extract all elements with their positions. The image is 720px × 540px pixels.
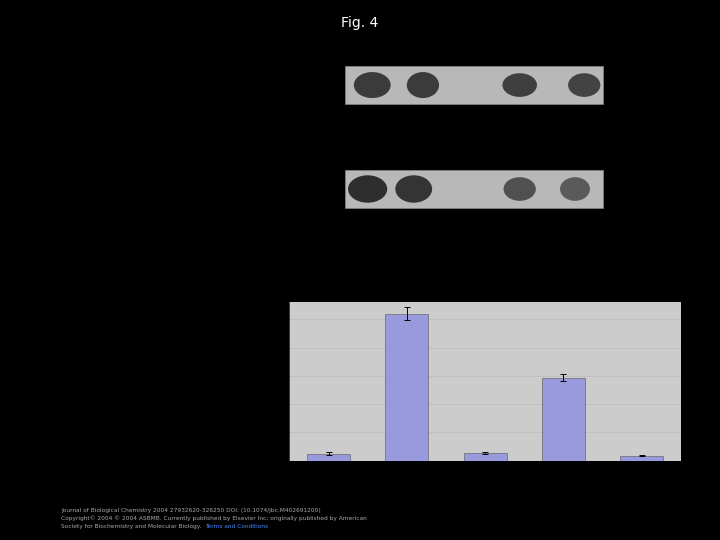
Ellipse shape [560,177,590,201]
Text: SAHA: SAHA [264,471,286,480]
Text: WB: WB [264,210,277,219]
Ellipse shape [348,176,387,202]
Ellipse shape [407,72,439,98]
Text: +: + [403,471,410,480]
Text: +: + [419,56,427,65]
Text: Terms and Conditions: Terms and Conditions [205,524,269,529]
Text: a): a) [179,33,190,43]
Text: Sp1: Sp1 [392,106,407,116]
Text: HDAC1: HDAC1 [539,106,565,116]
Text: +: + [580,159,588,167]
Text: Sp3: Sp3 [392,210,407,219]
Text: -: - [327,471,330,480]
Text: -: - [518,159,521,167]
Bar [620,456,663,461]
Ellipse shape [503,177,536,201]
Text: WB: WB [264,106,277,116]
Text: +: + [482,471,489,480]
Text: Society for Biochemistry and Molecular Biology.: Society for Biochemistry and Molecular B… [61,524,205,529]
Ellipse shape [354,72,391,98]
Text: -: - [421,159,425,167]
Ellipse shape [503,73,537,97]
Text: IP Sp1: IP Sp1 [459,31,487,40]
Text: -: - [562,471,565,480]
Text: HDAC1: HDAC1 [539,210,565,219]
Text: IP Sp3: IP Sp3 [459,134,487,144]
Text: SAHA: SAHA [238,56,260,65]
Text: Fig. 4: Fig. 4 [341,16,379,30]
Text: b): b) [179,260,190,270]
Bar [385,314,428,461]
Bar [345,170,603,208]
Bar [542,378,585,461]
Text: Journal of Biological Chemistry 2004 27932620-326250 DOI: (10.1074/jbc.M40269120: Journal of Biological Chemistry 2004 279… [61,508,321,512]
Text: +: + [639,471,645,480]
Text: -: - [518,56,521,65]
Text: -: - [371,56,374,65]
Text: SAHA: SAHA [238,159,260,167]
Ellipse shape [568,73,600,97]
Text: ELSEVIER: ELSEVIER [18,517,47,523]
Y-axis label: deacetylase activity
(arbitrary fluorescence units): deacetylase activity (arbitrary fluoresc… [249,330,263,433]
Bar [345,66,603,104]
Bar [307,454,350,461]
Text: -: - [371,159,374,167]
Ellipse shape [395,176,432,202]
Text: Copyright© 2004 © 2004 ASBMB. Currently published by Elsevier Inc; originally pu: Copyright© 2004 © 2004 ASBMB. Currently … [61,516,367,521]
Text: +: + [580,56,588,65]
Bar [464,453,507,461]
